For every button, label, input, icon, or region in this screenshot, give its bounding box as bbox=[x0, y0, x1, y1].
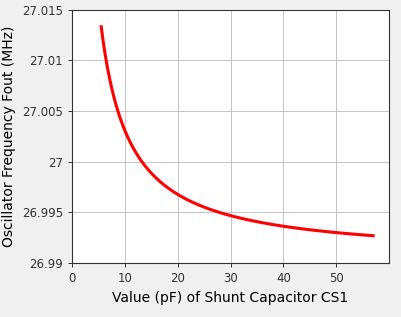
Y-axis label: Oscillator Frequency Fout (MHz): Oscillator Frequency Fout (MHz) bbox=[2, 26, 16, 247]
X-axis label: Value (pF) of Shunt Capacitor CS1: Value (pF) of Shunt Capacitor CS1 bbox=[112, 291, 349, 305]
